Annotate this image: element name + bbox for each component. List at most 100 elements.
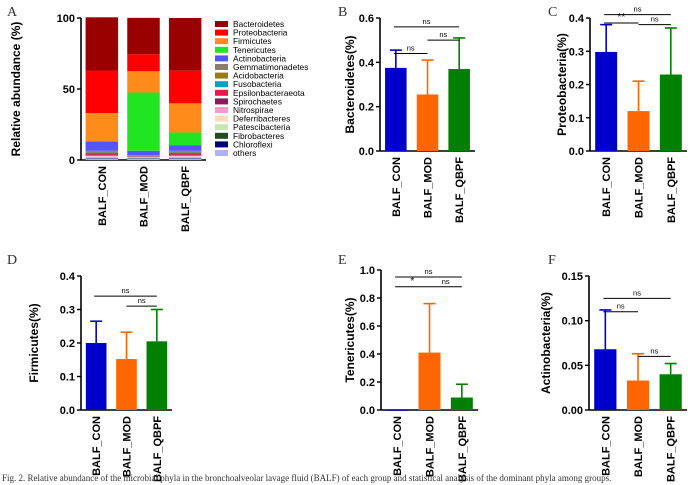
- y-tick-label: 0.0: [359, 146, 374, 158]
- x-tick-label: BALF_QBPF: [454, 157, 466, 223]
- legend-label: Actinobacteria: [233, 53, 286, 63]
- legend-swatch: [215, 72, 228, 79]
- panel-letter: C: [548, 5, 557, 20]
- legend-swatch: [215, 107, 228, 113]
- bar-segment-deferribacteres: [168, 156, 202, 158]
- legend-label: Gemmatimonadetes: [233, 62, 308, 72]
- x-tick-label: BALF_MOD: [139, 166, 151, 227]
- panel-letter: E: [338, 253, 347, 268]
- legend-label: Fibrobacteres: [233, 131, 284, 141]
- bar-balf-con: [385, 67, 407, 151]
- bar-segment-bacteroidetes: [168, 18, 202, 71]
- y-tick-label: 0.3: [60, 305, 75, 317]
- y-tick-label: 0.0: [60, 405, 75, 417]
- panel-letter: D: [7, 253, 17, 268]
- y-tick-label: 50: [63, 84, 75, 96]
- bar-segment-others: [168, 158, 202, 160]
- bar-balf-con: [595, 51, 618, 151]
- bar-segment-deferribacteres: [85, 156, 119, 158]
- bar-segment-tenericutes: [168, 132, 202, 146]
- significance-label: ns: [439, 30, 447, 39]
- y-tick-label: 0.6: [359, 13, 374, 25]
- x-tick-label: BALF_CON: [601, 157, 613, 217]
- panel-letter: F: [548, 253, 556, 268]
- y-tick-label: 0: [69, 155, 75, 167]
- legend-label: Spirochaetes: [233, 96, 282, 106]
- legend-swatch: [215, 89, 228, 96]
- legend-swatch: [215, 124, 228, 131]
- legend-label: Deferribacteres: [233, 114, 290, 124]
- legend-label: Epsilonbacteraeota: [233, 88, 305, 98]
- bar-segment-actinobacteria: [127, 150, 160, 156]
- legend-label: others: [233, 148, 256, 158]
- bar-segment-bacteroidetes: [127, 17, 160, 55]
- y-tick-label: 100: [57, 13, 75, 25]
- legend-swatch: [215, 55, 228, 62]
- bar-segment-nitrospirae: [85, 155, 119, 157]
- y-tick-label: 0.1: [569, 113, 584, 125]
- legend-label: Fusobacteria: [233, 79, 282, 89]
- significance-label: ns: [442, 277, 450, 286]
- legend-swatch: [215, 98, 228, 105]
- bar-segment-firmicutes: [85, 113, 119, 142]
- bar-balf-qbpf: [448, 68, 470, 151]
- legend-label: Bacteroidetes: [233, 19, 284, 29]
- bar-segment-proteobacteria: [127, 54, 160, 72]
- figure-caption: Fig. 2. Relative abundance of the microb…: [2, 473, 612, 483]
- legend-swatch: [215, 38, 228, 45]
- y-tick-label: 0.3: [569, 46, 584, 58]
- legend-swatch: [215, 150, 228, 156]
- bar-balf-qbpf: [450, 397, 473, 410]
- y-tick-label: 0.0: [360, 405, 375, 417]
- bar-balf-qbpf: [659, 374, 682, 410]
- bar-balf-qbpf: [659, 74, 682, 151]
- y-tick-label: 0.2: [360, 377, 375, 389]
- panel-letter: A: [7, 5, 18, 20]
- bar-segment-nitrospirae: [168, 155, 202, 157]
- legend-label: Tenericutes: [233, 45, 276, 55]
- bar-segment-others: [85, 158, 119, 160]
- x-tick-label: BALF_CON: [392, 416, 404, 476]
- bar-balf-con: [85, 343, 107, 410]
- y-tick-label: 0.00: [562, 405, 583, 417]
- y-tick-label: 0.05: [562, 360, 583, 372]
- significance-label: ns: [617, 302, 625, 311]
- significance-label: ns: [138, 296, 146, 305]
- x-tick-label: BALF_QBPF: [457, 416, 469, 482]
- panel-a: A 0 50 100 Relative abundance (%) Bacteroidet…: [7, 5, 308, 232]
- x-tick-label: BALF_MOD: [423, 157, 435, 218]
- legend-swatch: [215, 64, 228, 70]
- significance-label: **: [617, 12, 625, 23]
- bar-segment-gemmatimonadetes: [85, 150, 119, 152]
- legend-swatch: [215, 21, 228, 27]
- bar-balf-con: [386, 410, 409, 411]
- bar-segment-acidobacteria: [168, 151, 202, 153]
- legend-swatch: [215, 115, 228, 122]
- legend-label: Acidobacteria: [233, 71, 284, 81]
- y-tick-label: 0.2: [569, 80, 584, 92]
- legend-swatch: [215, 141, 228, 148]
- y-tick-label: 0.4: [569, 13, 585, 25]
- significance-label: ns: [425, 267, 433, 276]
- y-tick-label: 0.6: [360, 321, 375, 333]
- significance-label: ns: [423, 17, 431, 26]
- x-tick-label: BALF_CON: [97, 166, 109, 226]
- bar-segment-acidobacteria: [85, 151, 119, 153]
- bar-segment-actinobacteria: [168, 145, 202, 151]
- bar-balf-mod: [418, 352, 441, 410]
- bar-balf-mod: [116, 359, 137, 410]
- y-tick-label: 0.2: [359, 102, 374, 114]
- bar-segment-proteobacteria: [168, 70, 202, 104]
- bar-segment-spirochaetes: [85, 154, 119, 156]
- significance-label: ns: [651, 15, 659, 24]
- x-tick-label: BALF_MOD: [634, 157, 646, 218]
- x-tick-label: BALF_CON: [600, 416, 612, 476]
- legend-swatch: [215, 46, 228, 53]
- bar-segment-proteobacteria: [85, 70, 119, 114]
- bar-balf-mod: [627, 111, 650, 151]
- bar-segment-others: [127, 158, 160, 160]
- x-tick-label: BALF_MOD: [633, 416, 645, 477]
